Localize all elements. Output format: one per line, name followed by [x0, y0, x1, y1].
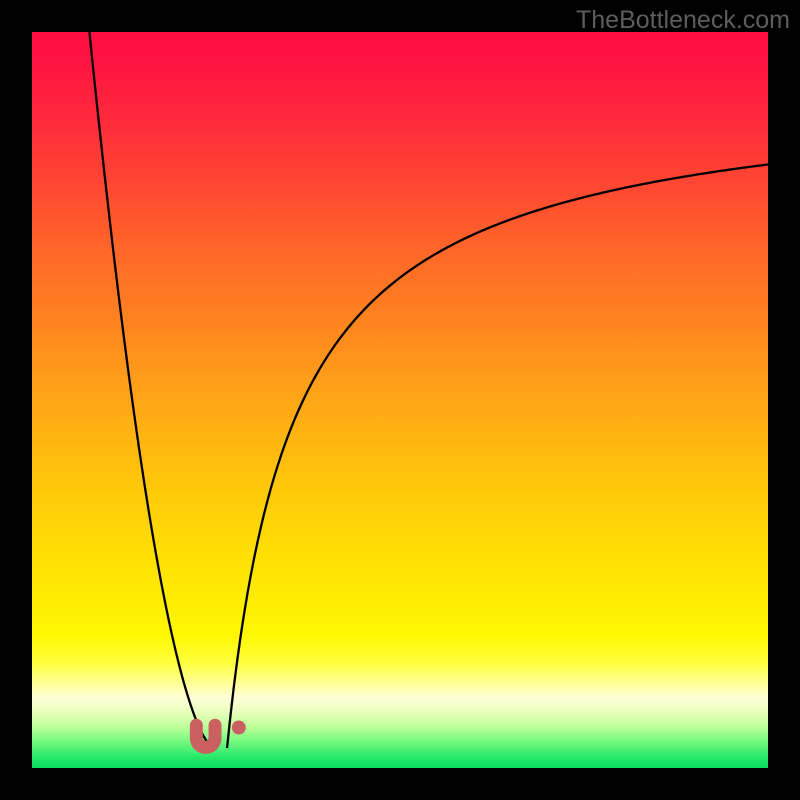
secondary-dot-marker [232, 721, 246, 735]
chart-container: TheBottleneck.com [0, 0, 800, 800]
left-curve [89, 32, 214, 748]
right-curve [227, 164, 768, 748]
plot-area [32, 32, 768, 768]
minimum-u-marker [196, 725, 215, 747]
curves-overlay [32, 32, 768, 768]
watermark-text: TheBottleneck.com [576, 6, 790, 35]
